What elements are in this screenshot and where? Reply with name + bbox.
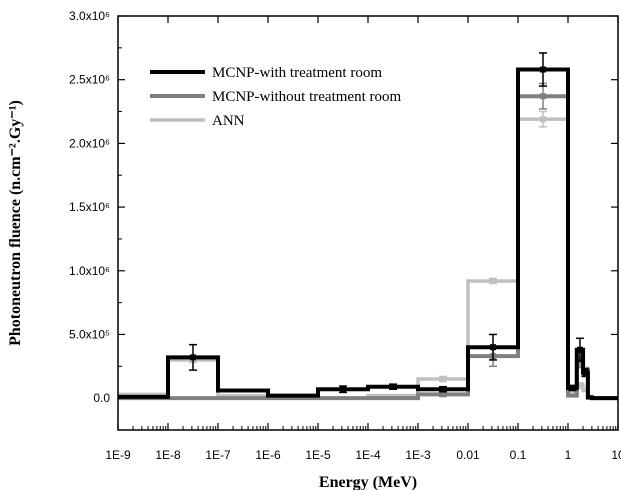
data-point-2-6	[440, 376, 446, 383]
series-0	[118, 52, 618, 401]
x-tick-label-8: 0.1	[510, 448, 527, 462]
x-axis-title: Energy (MeV)	[319, 474, 417, 490]
legend: MCNP-with treatment room MCNP-without tre…	[150, 65, 401, 129]
data-point-0-7	[490, 344, 496, 351]
data-point-0-10	[576, 346, 583, 353]
data-point-0-5	[390, 383, 396, 390]
x-tick-label-7: 0.01	[456, 448, 480, 462]
x-tick-label-4: 1E-5	[305, 448, 331, 462]
plot-area	[118, 52, 618, 401]
data-point-2-7	[490, 277, 496, 284]
y-tick-label-5: 2.5x10⁶	[69, 73, 110, 87]
y-axis-title: Photoneutron fluence (n.cm⁻².Gy⁻¹)	[7, 100, 24, 346]
legend-label-2: ANN	[212, 113, 245, 129]
data-point-2-10	[576, 382, 583, 389]
data-point-0-9	[569, 384, 576, 391]
y-tick-label-6: 3.0x10⁶	[69, 9, 110, 23]
x-tick-label-6: 1E-3	[405, 448, 431, 462]
y-axis-ticks: 0.0 5.0x10⁵ 1.0x10⁶ 1.5x10⁶ 2.0x10⁶ 2.5x10⁶ 3.…	[69, 9, 618, 405]
data-point-2-8	[540, 116, 546, 123]
y-tick-label-0: 0.0	[93, 391, 110, 405]
legend-label-1: MCNP-without treatment room	[212, 89, 401, 105]
x-tick-label-9: 1	[565, 448, 572, 462]
x-tick-label-0: 1E-9	[105, 448, 131, 462]
legend-label-0: MCNP-with treatment room	[212, 65, 382, 81]
data-point-1-8	[540, 93, 546, 100]
y-tick-label-2: 1.0x10⁶	[69, 264, 110, 278]
data-point-0-1	[190, 354, 196, 361]
x-axis-ticks: 1E-9 1E-8 1E-7 1E-6 1E-5 1E-4 1E-3 0.01 0.1 1 10	[105, 16, 621, 462]
y-tick-label-3: 1.5x10⁶	[69, 200, 110, 214]
x-tick-label-10: 10	[611, 448, 621, 462]
data-point-0-11	[582, 369, 589, 376]
data-point-0-8	[540, 66, 546, 73]
data-point-0-6	[440, 386, 446, 393]
x-tick-label-2: 1E-7	[205, 448, 231, 462]
y-tick-label-1: 5.0x10⁵	[69, 327, 110, 341]
data-point-0-4	[340, 386, 346, 393]
data-point-1-6	[440, 391, 446, 398]
x-tick-label-5: 1E-4	[355, 448, 381, 462]
y-tick-label-4: 2.0x10⁶	[69, 136, 110, 150]
x-tick-label-3: 1E-6	[255, 448, 281, 462]
x-tick-label-1: 1E-8	[155, 448, 181, 462]
